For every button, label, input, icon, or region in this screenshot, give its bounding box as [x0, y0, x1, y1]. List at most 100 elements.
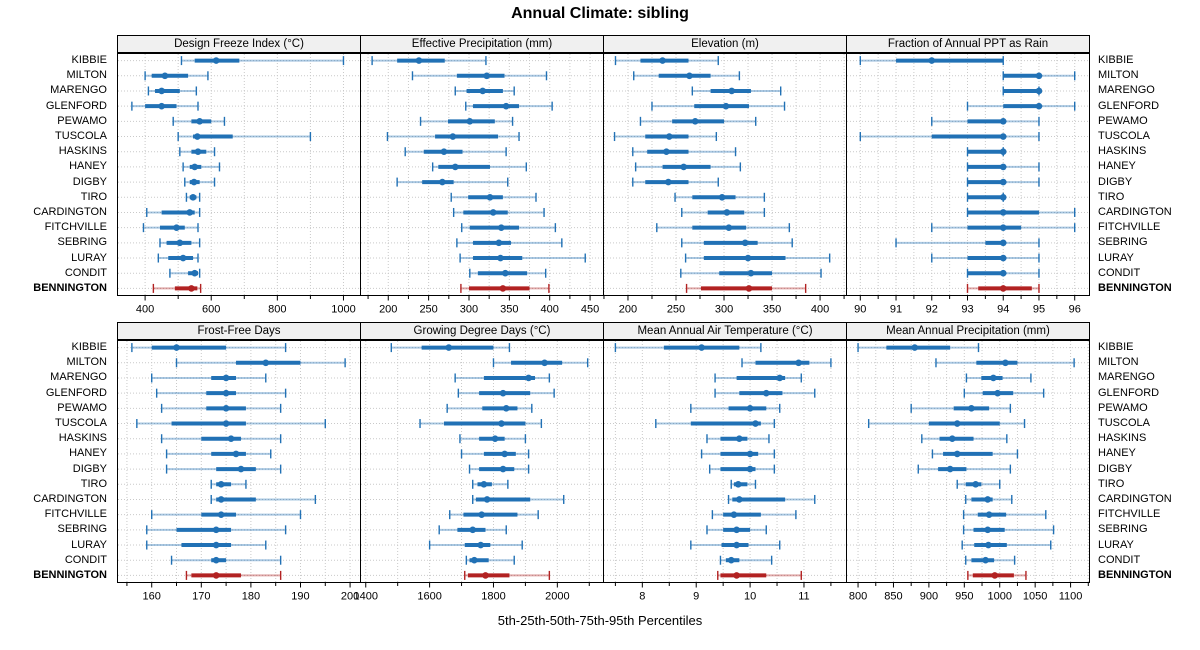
- category-label: BENNINGTON: [33, 281, 107, 294]
- panel-plot: [846, 340, 1090, 583]
- percentile-row: [464, 570, 551, 580]
- percentile-row: [165, 449, 272, 459]
- axis-tick-label: 900: [920, 591, 938, 603]
- category-label: TUSCOLA: [55, 417, 107, 430]
- category-label: GLENFORD: [45, 99, 107, 112]
- percentile-row: [419, 116, 514, 126]
- percentile-row: [459, 253, 586, 263]
- percentile-row: [966, 268, 1040, 278]
- x-axis: 200 250 300 350 400: [603, 296, 845, 316]
- percentile-row: [714, 388, 816, 398]
- axis-tick-label: 1100: [1059, 591, 1083, 603]
- category-labels-left-top: KIBBIE MILTON MARENGO GLENFORD PEWAMO TUSCOLA…: [0, 53, 113, 296]
- percentile-row: [1002, 71, 1076, 81]
- axis-tick-label: 350: [763, 304, 781, 316]
- category-label: MILTON: [1098, 69, 1139, 82]
- category-label: MILTON: [66, 356, 107, 369]
- percentile-row: [681, 207, 766, 217]
- percentile-row: [931, 253, 1040, 263]
- percentile-row: [717, 570, 802, 580]
- category-label: SEBRING: [57, 523, 107, 536]
- category-label: SEBRING: [57, 236, 107, 249]
- percentile-row: [966, 207, 1076, 217]
- percentile-row: [431, 162, 528, 172]
- percentile-row: [963, 388, 1045, 398]
- category-label: MARENGO: [50, 84, 107, 97]
- axis-tick-label: 800: [849, 591, 867, 603]
- category-label: FITCHVILLE: [1098, 508, 1161, 521]
- axis-tick-label: 400: [136, 304, 154, 316]
- x-axis: 8 9 10 11: [614, 583, 832, 603]
- percentile-row: [680, 268, 822, 278]
- category-label: FITCHVILLE: [44, 221, 107, 234]
- percentile-row: [633, 71, 741, 81]
- percentile-row: [371, 56, 487, 66]
- percentile-row: [175, 358, 346, 368]
- axis-tick-label: 90: [854, 304, 866, 316]
- percentile-row: [169, 268, 201, 278]
- percentile-row: [1002, 86, 1043, 96]
- percentile-row: [651, 101, 786, 111]
- category-label: DIGBY: [1098, 175, 1133, 188]
- category-label: HANEY: [69, 160, 107, 173]
- category-label: KIBBIE: [1098, 341, 1134, 354]
- panel-plot: [117, 53, 361, 296]
- axis-tick-label: 1800: [481, 591, 505, 603]
- category-label: FITCHVILLE: [1098, 221, 1161, 234]
- category-label: MARENGO: [1098, 84, 1155, 97]
- category-label: FITCHVILLE: [44, 508, 107, 521]
- percentile-row: [917, 464, 1012, 474]
- percentile-row: [634, 162, 742, 172]
- percentile-row: [151, 373, 267, 383]
- percentile-row: [910, 403, 1012, 413]
- percentile-row: [719, 555, 773, 565]
- percentile-row: [144, 71, 209, 81]
- percentile-row: [966, 101, 1076, 111]
- percentile-row: [706, 434, 770, 444]
- percentile-row: [210, 479, 247, 489]
- percentile-row: [967, 570, 1027, 580]
- percentile-row: [165, 464, 282, 474]
- percentile-row: [935, 358, 1075, 368]
- percentile-row: [131, 101, 199, 111]
- percentile-row: [966, 162, 1040, 172]
- percentile-row: [859, 56, 1004, 66]
- category-label: LURAY: [71, 538, 107, 551]
- percentile-row: [614, 56, 719, 66]
- percentile-row: [411, 71, 548, 81]
- category-label: BENNINGTON: [1098, 568, 1172, 581]
- axis-tick-label: 95: [1033, 304, 1045, 316]
- category-label: SEBRING: [1098, 236, 1148, 249]
- percentile-row: [966, 283, 1040, 293]
- percentile-row: [966, 192, 1007, 202]
- percentile-row: [614, 343, 762, 353]
- panel-plot: [360, 340, 604, 583]
- percentile-row: [690, 403, 781, 413]
- category-label: CONDIT: [64, 266, 107, 279]
- percentile-row: [931, 449, 1019, 459]
- axis-tick-label: 1000: [987, 591, 1011, 603]
- percentile-row: [460, 449, 530, 459]
- axis-tick-label: 250: [419, 304, 437, 316]
- axis-tick-label: 1050: [1023, 591, 1047, 603]
- category-label: TIRO: [1098, 477, 1125, 490]
- percentile-row: [454, 86, 515, 96]
- caption: 5th-25th-50th-75th-95th Percentiles: [497, 613, 703, 628]
- category-label: PEWAMO: [57, 401, 107, 414]
- percentile-row: [152, 283, 202, 293]
- category-label: TUSCOLA: [1098, 130, 1150, 143]
- category-label: HANEY: [1098, 160, 1136, 173]
- axis-tick-label: 400: [541, 304, 559, 316]
- axis-tick-label: 600: [202, 304, 220, 316]
- axis-tick-label: 200: [341, 591, 359, 603]
- category-label: CARDINGTON: [1098, 492, 1172, 505]
- axis-tick-label: 94: [997, 304, 1009, 316]
- panel-plot: [117, 340, 361, 583]
- category-label: DIGBY: [1098, 462, 1133, 475]
- percentile-row: [730, 479, 757, 489]
- percentile-row: [172, 116, 226, 126]
- panel-strip-effective-precipitation: Effective Precipitation (mm): [360, 35, 604, 53]
- category-label: KIBBIE: [1098, 54, 1134, 67]
- category-labels-right-bottom: KIBBIE MILTON MARENGO GLENFORD PEWAMO TUSCOLA…: [1091, 340, 1200, 583]
